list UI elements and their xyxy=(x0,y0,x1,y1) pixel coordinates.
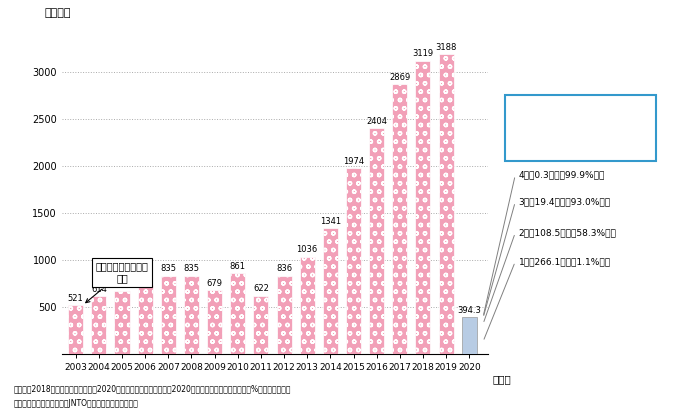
Bar xyxy=(68,305,83,354)
Text: 1974: 1974 xyxy=(343,157,364,166)
Bar xyxy=(346,169,361,354)
Text: 673: 673 xyxy=(114,280,130,288)
Text: （注）　2018年以前の値は確定値、2020年１～２月の値は暂定値、2020年３月～４月の値は推計値、%は対前年同月比: （注） 2018年以前の値は確定値、2020年１～２月の値は暂定値、2020年３… xyxy=(14,384,291,393)
Bar xyxy=(462,317,477,354)
Bar xyxy=(392,84,407,354)
Text: 836: 836 xyxy=(276,264,292,273)
Bar xyxy=(207,290,222,354)
Text: 679: 679 xyxy=(207,279,223,288)
Text: 1036: 1036 xyxy=(297,246,318,254)
Text: （年）: （年） xyxy=(492,374,510,384)
Text: 622: 622 xyxy=(253,284,269,293)
Bar xyxy=(115,291,130,354)
Bar xyxy=(161,276,176,354)
Bar xyxy=(323,228,338,354)
Text: 733: 733 xyxy=(137,274,153,283)
Text: 3119: 3119 xyxy=(412,49,433,58)
Bar xyxy=(369,128,384,354)
Text: 394.3万人
（64.1%減）: 394.3万人 （64.1%減） xyxy=(551,117,610,138)
Text: （万人）: （万人） xyxy=(45,8,71,18)
Text: 3188: 3188 xyxy=(436,43,457,52)
Text: ビジット・ジャパン
開始: ビジット・ジャパン 開始 xyxy=(86,262,148,303)
Text: 614: 614 xyxy=(91,285,106,294)
Text: 1341: 1341 xyxy=(319,217,341,226)
Bar xyxy=(230,273,245,354)
Bar xyxy=(137,285,153,354)
Bar xyxy=(277,276,291,354)
Bar xyxy=(254,296,269,354)
Bar xyxy=(300,257,315,354)
Text: 3月：19.4万人（93.0%減）: 3月：19.4万人（93.0%減） xyxy=(519,197,611,206)
Text: 835: 835 xyxy=(160,265,177,273)
Bar xyxy=(416,61,431,354)
Text: 2月：108.5万人（58.3%減）: 2月：108.5万人（58.3%減） xyxy=(519,228,616,237)
Text: 資料）　日本政府観光局（JNTO）データより観光庁作成: 資料） 日本政府観光局（JNTO）データより観光庁作成 xyxy=(14,399,139,408)
Text: 4月：0.3万人（99.9%減）: 4月：0.3万人（99.9%減） xyxy=(519,171,605,180)
Text: 2404: 2404 xyxy=(366,117,387,126)
Text: 394.3: 394.3 xyxy=(458,306,481,315)
Text: 521: 521 xyxy=(68,294,84,303)
Bar xyxy=(91,297,106,354)
Text: 861: 861 xyxy=(229,262,246,271)
Text: 2869: 2869 xyxy=(389,73,410,82)
Bar xyxy=(184,276,199,354)
Text: 835: 835 xyxy=(183,265,199,273)
Text: 1月：266.1万人（1.1%減）: 1月：266.1万人（1.1%減） xyxy=(519,257,611,266)
Bar xyxy=(438,54,453,354)
